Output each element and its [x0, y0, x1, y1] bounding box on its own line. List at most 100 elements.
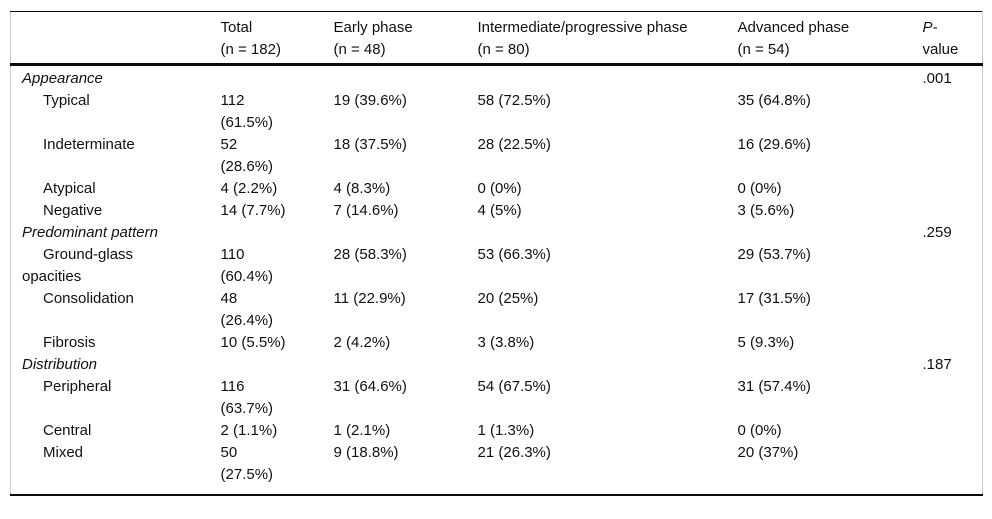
- cell-p-value: [923, 442, 983, 495]
- column-header-empty: [10, 11, 221, 66]
- cell-intermediate: 58 (72.5%): [477, 92, 551, 109]
- item-row-mixed: Mixed 50 (27.5%) 9 (18.8%) 21 (26.3%) 20…: [11, 442, 983, 495]
- cell-advanced: 0 (0%): [737, 180, 782, 197]
- page: Total (n = 182) Early phase (n = 48) Int…: [0, 11, 992, 519]
- column-n: (n = 80): [477, 41, 530, 58]
- cell-p-value: [923, 332, 983, 354]
- column-n: (n = 54): [737, 41, 790, 58]
- column-label: Total: [220, 19, 253, 36]
- cell-advanced: 20 (37%): [737, 444, 799, 461]
- column-n: (n = 48): [333, 41, 386, 58]
- row-label: Mixed: [43, 444, 84, 461]
- cell-intermediate: [478, 354, 738, 376]
- cell-intermediate: [478, 65, 738, 91]
- cell-total: 2 (1.1%): [220, 422, 278, 439]
- cell-early: 9 (18.8%): [333, 444, 399, 461]
- column-label: Advanced phase: [737, 19, 850, 36]
- cell-total: 50 (27.5%): [220, 444, 274, 483]
- cell-total: 4 (2.2%): [220, 180, 278, 197]
- column-label: P-: [922, 19, 938, 36]
- cell-early: 1 (2.1%): [333, 422, 391, 439]
- cell-advanced: 35 (64.8%): [737, 92, 811, 109]
- item-row-atypical: Atypical 4 (2.2%) 4 (8.3%) 0 (0%) 0 (0%): [11, 178, 983, 200]
- cell-total: 110 (60.4%): [220, 246, 274, 285]
- ct-findings-table: Total (n = 182) Early phase (n = 48) Int…: [10, 11, 983, 496]
- cell-intermediate: [478, 222, 738, 244]
- cell-advanced: [738, 354, 923, 376]
- item-row-consolidation: Consolidation 48 (26.4%) 11 (22.9%) 20 (…: [11, 288, 983, 332]
- row-label: Typical: [43, 92, 90, 109]
- column-header-p-value: P- value: [922, 11, 983, 66]
- section-label: Distribution: [22, 356, 98, 373]
- row-label: Central: [43, 422, 92, 439]
- cell-p-value: [923, 420, 983, 442]
- cell-p-value: .001: [922, 70, 952, 87]
- column-label: Intermediate/progressive phase: [477, 19, 688, 36]
- cell-early: 19 (39.6%): [333, 92, 407, 109]
- item-row-indeterminate: Indeterminate 52 (28.6%) 18 (37.5%) 28 (…: [11, 134, 983, 178]
- cell-p-value: .259: [922, 224, 952, 241]
- cell-early: [334, 354, 478, 376]
- cell-intermediate: 28 (22.5%): [477, 136, 551, 153]
- item-row-negative: Negative 14 (7.7%) 7 (14.6%) 4 (5%) 3 (5…: [11, 200, 983, 222]
- table-header-row: Total (n = 182) Early phase (n = 48) Int…: [10, 11, 983, 66]
- column-n: (n = 182): [220, 41, 281, 58]
- section-row-distribution: Distribution .187: [11, 354, 983, 376]
- cell-p-value: [923, 90, 983, 134]
- cell-intermediate: 4 (5%): [477, 202, 522, 219]
- cell-early: 11 (22.9%): [333, 290, 406, 307]
- cell-p-value: [923, 200, 983, 222]
- cell-early: 2 (4.2%): [333, 334, 391, 351]
- row-label: Fibrosis: [43, 334, 96, 351]
- cell-early: [334, 222, 478, 244]
- column-n: value: [922, 41, 959, 58]
- cell-total: 112 (61.5%): [220, 92, 274, 131]
- cell-intermediate: 54 (67.5%): [477, 378, 551, 395]
- cell-advanced: 16 (29.6%): [737, 136, 811, 153]
- cell-p-value: [923, 178, 983, 200]
- cell-p-value: [923, 244, 983, 288]
- cell-intermediate: 1 (1.3%): [477, 422, 535, 439]
- cell-intermediate: 3 (3.8%): [477, 334, 535, 351]
- row-label: Indeterminate: [43, 136, 135, 153]
- cell-advanced: 31 (57.4%): [737, 378, 811, 395]
- cell-intermediate: 0 (0%): [477, 180, 522, 197]
- cell-advanced: [738, 65, 923, 91]
- cell-total: [221, 354, 334, 376]
- column-header-intermediate-phase: Intermediate/progressive phase (n = 80): [477, 11, 738, 66]
- cell-p-value: [923, 288, 983, 332]
- cell-total: [221, 222, 334, 244]
- section-row-appearance: Appearance .001: [11, 65, 983, 91]
- cell-advanced: 3 (5.6%): [737, 202, 795, 219]
- cell-advanced: 29 (53.7%): [737, 246, 811, 263]
- cell-total: 52 (28.6%): [220, 136, 274, 175]
- row-label: Ground-glass opacities: [22, 246, 134, 285]
- row-label: Atypical: [43, 180, 96, 197]
- cell-early: 31 (64.6%): [333, 378, 407, 395]
- cell-intermediate: 53 (66.3%): [477, 246, 551, 263]
- column-header-advanced-phase: Advanced phase (n = 54): [737, 11, 923, 66]
- column-header-early-phase: Early phase (n = 48): [333, 11, 478, 66]
- cell-p-value: .187: [922, 356, 952, 373]
- section-row-predominant-pattern: Predominant pattern .259: [11, 222, 983, 244]
- cell-intermediate: 20 (25%): [477, 290, 539, 307]
- cell-advanced: 0 (0%): [737, 422, 782, 439]
- section-label: Predominant pattern: [22, 224, 158, 241]
- cell-total: 116 (63.7%): [220, 378, 274, 417]
- cell-p-value: [923, 376, 983, 420]
- row-label: Consolidation: [43, 290, 134, 307]
- cell-early: 28 (58.3%): [333, 246, 407, 263]
- item-row-ground-glass-opacities: Ground-glass opacities 110 (60.4%) 28 (5…: [11, 244, 983, 288]
- cell-intermediate: 21 (26.3%): [477, 444, 551, 461]
- item-row-central: Central 2 (1.1%) 1 (2.1%) 1 (1.3%) 0 (0%…: [11, 420, 983, 442]
- column-header-total: Total (n = 182): [220, 11, 334, 66]
- item-row-fibrosis: Fibrosis 10 (5.5%) 2 (4.2%) 3 (3.8%) 5 (…: [11, 332, 983, 354]
- cell-advanced: [738, 222, 923, 244]
- cell-early: 7 (14.6%): [333, 202, 399, 219]
- section-label: Appearance: [22, 70, 103, 87]
- cell-early: [334, 65, 478, 91]
- cell-early: 4 (8.3%): [333, 180, 391, 197]
- cell-p-value: [923, 134, 983, 178]
- cell-total: 10 (5.5%): [220, 334, 286, 351]
- cell-advanced: 17 (31.5%): [737, 290, 811, 307]
